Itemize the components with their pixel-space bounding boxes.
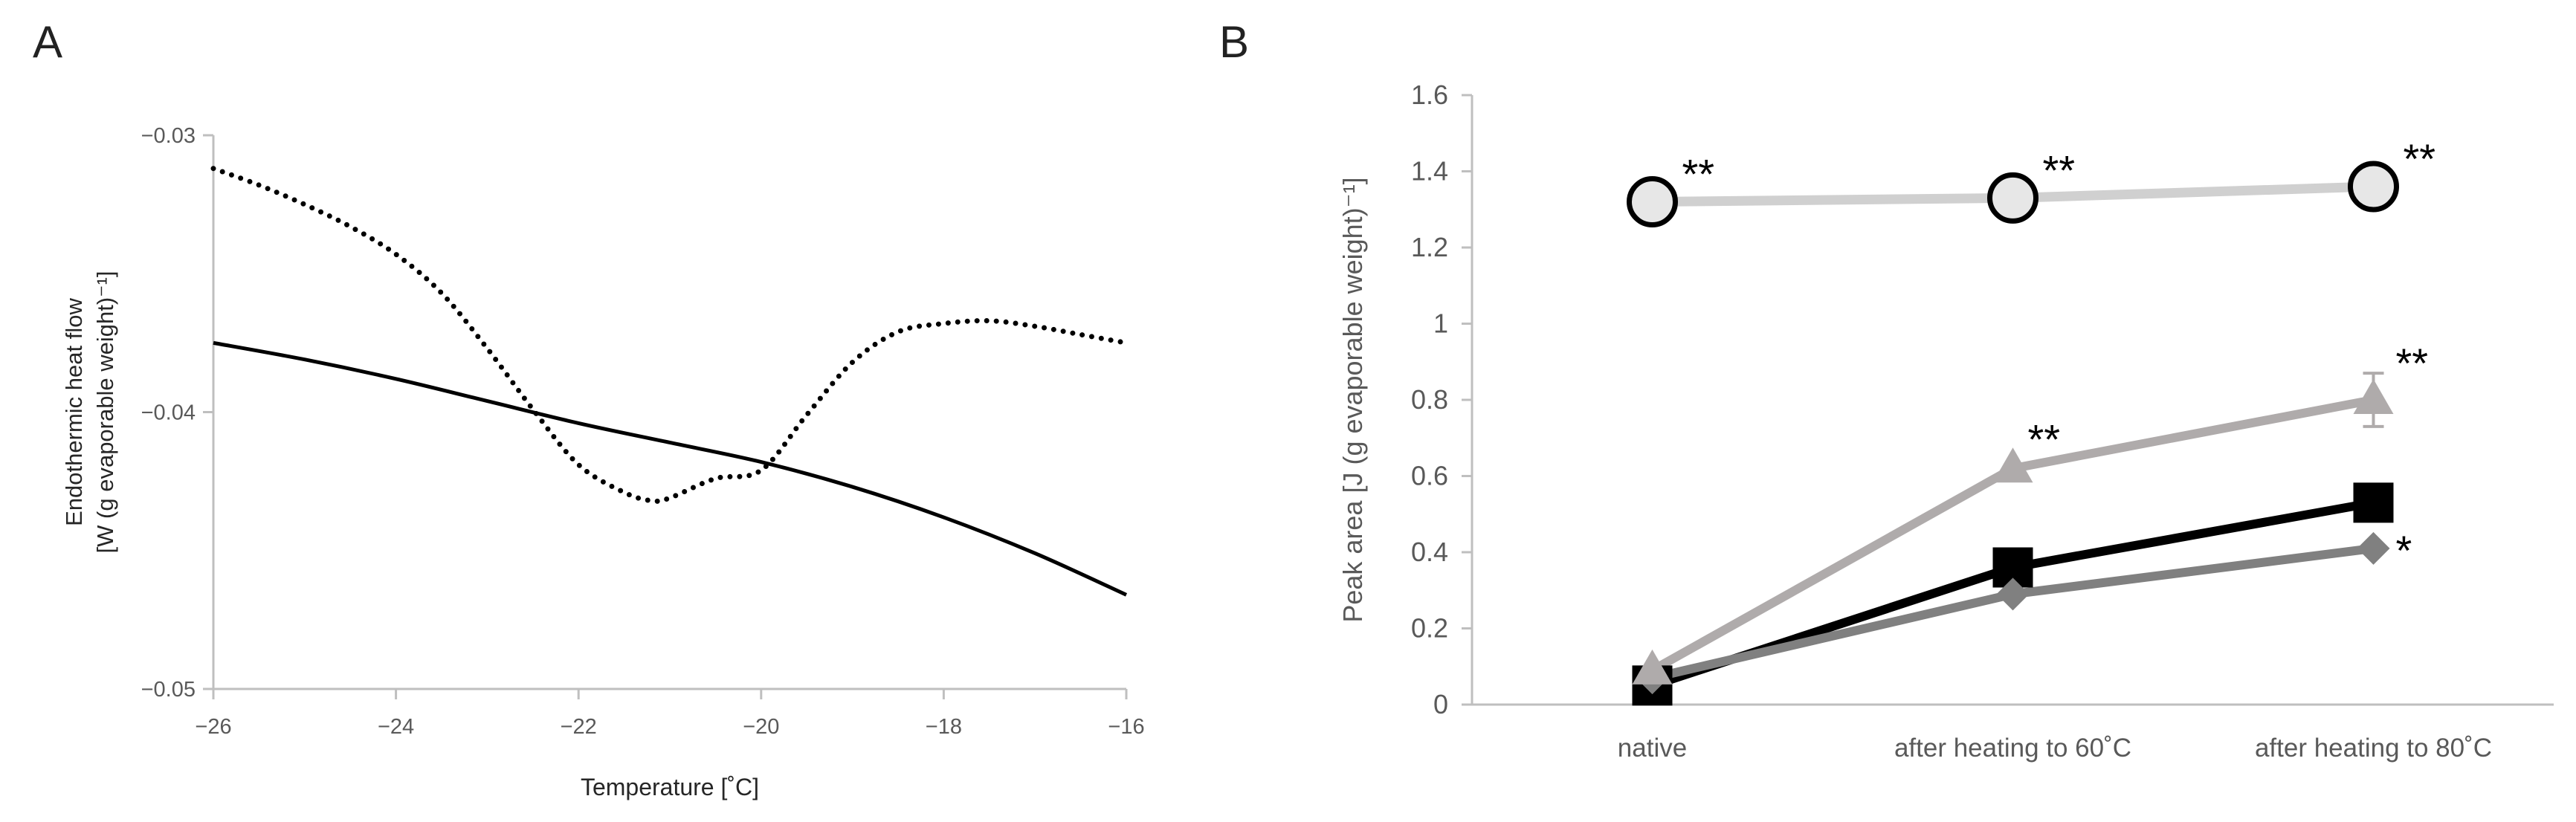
y-tick-label: 1.2	[1411, 232, 1448, 262]
x-tick-label: −18	[926, 715, 962, 739]
triangle-marker	[1632, 649, 1673, 685]
solid-series-line	[213, 340, 1128, 597]
circle-marker	[1987, 172, 2038, 224]
y-axis-title: Peak area [J (g evaporable weight)⁻¹]	[1337, 177, 1368, 622]
y-tick-label: 0.2	[1411, 613, 1448, 644]
x-tick-label: −24	[378, 715, 414, 739]
y-tick-label: 0.6	[1411, 461, 1448, 491]
category-label: after heating to 60˚C	[1894, 734, 2131, 763]
x-tick-label: −26	[195, 715, 231, 739]
y-axis-title-line-1: Endothermic heat flow	[61, 298, 87, 526]
x-axis-title: Temperature [˚C]	[581, 774, 759, 800]
panel-b: B 0 0.2 0.4 0.6 0.8 1 1.2 1.4 1.6 native after hea…	[1189, 0, 2576, 822]
y-tick-label: 0.4	[1411, 537, 1448, 567]
significance-label: **	[2396, 340, 2429, 386]
circle-marker	[2348, 161, 2399, 213]
x-tick-label: −20	[743, 715, 779, 739]
diamond-marker	[1996, 577, 2030, 611]
endothermic-heat-flow-chart: −0.05 −0.04 −0.03 −26 −24 −22 −20 −18 −16 Tempera…	[61, 124, 1145, 800]
triangle-marker	[1992, 447, 2033, 483]
panel-a: A −0.05 −0.04 −0.03 −26 −24 −22 −20 −18 −16 Tempe…	[0, 0, 1160, 822]
x-tick-label: −16	[1108, 715, 1144, 739]
y-tick-label: −0.05	[141, 678, 196, 702]
y-tick-label: −0.03	[141, 124, 196, 148]
circle-marker	[1627, 176, 1678, 227]
x-tick-label: −22	[561, 715, 597, 739]
peak-area-chart: 0 0.2 0.4 0.6 0.8 1 1.2 1.4 1.6 native after heati…	[1337, 80, 2554, 763]
significance-label: **	[2028, 415, 2061, 462]
diamond-marker	[2357, 531, 2390, 565]
y-tick-label: 1.4	[1411, 156, 1448, 187]
y-axis-title-line-2: [W (g evaporable weight)⁻¹]	[92, 271, 118, 554]
panel-b-letter: B	[1219, 17, 1250, 67]
y-tick-label: 0.8	[1411, 384, 1448, 415]
triangle-marker	[2353, 379, 2394, 414]
y-tick-label: 1.6	[1411, 80, 1448, 110]
y-tick-label: 1	[1433, 308, 1448, 339]
significance-label: *	[2396, 527, 2412, 574]
panel-a-letter: A	[33, 17, 63, 67]
significance-label: **	[1682, 151, 1715, 198]
category-label: after heating to 80˚C	[2255, 734, 2492, 763]
dotted-series-line	[210, 166, 1129, 504]
square-marker	[2353, 482, 2394, 523]
significance-label: **	[2404, 135, 2436, 182]
y-tick-label: 0	[1433, 689, 1448, 719]
category-label: native	[1618, 734, 1687, 763]
triangle-series-line	[1650, 395, 2375, 675]
y-tick-label: −0.04	[141, 401, 196, 425]
significance-label: **	[2043, 146, 2076, 193]
